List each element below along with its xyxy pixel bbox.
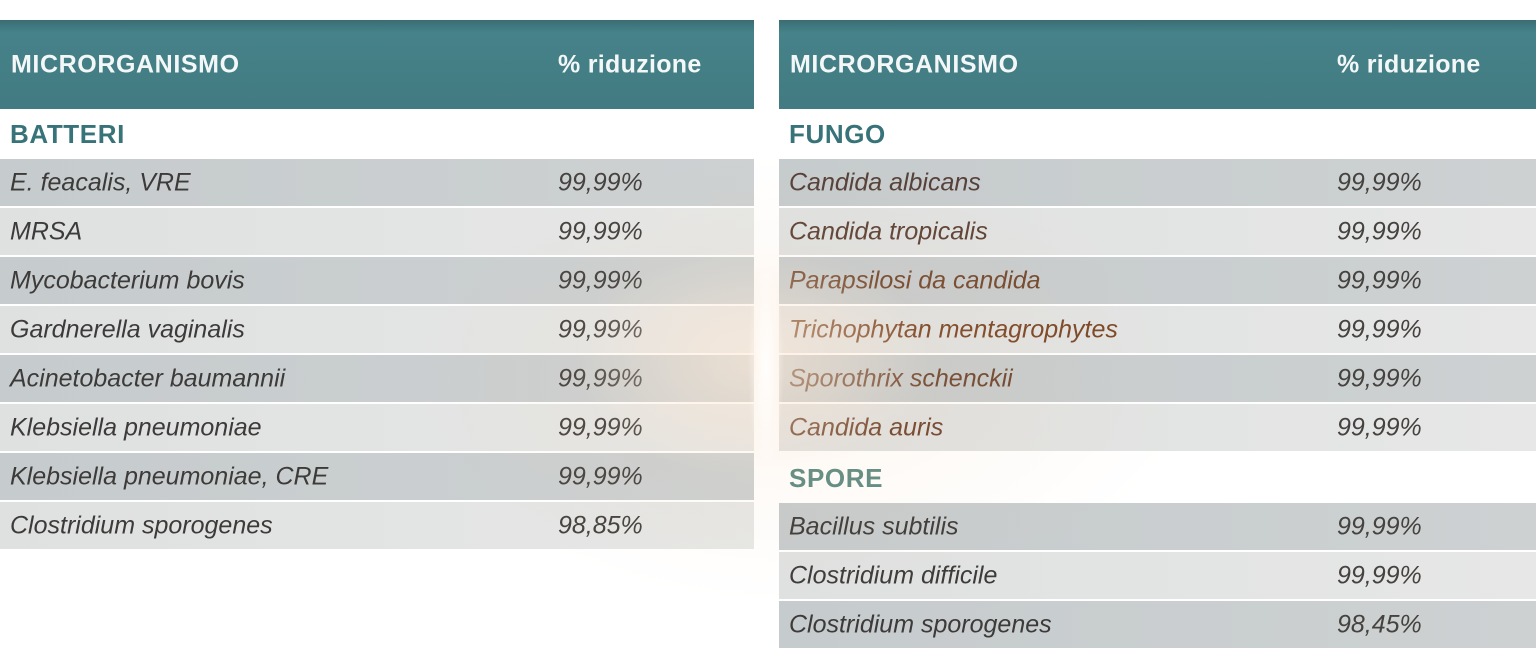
table-row: Clostridium sporogenes 98,45% xyxy=(779,601,1536,648)
table-row: Klebsiella pneumoniae 99,99% xyxy=(0,404,754,451)
organism-name: Candida auris xyxy=(789,413,944,441)
table-row: Parapsilosi da candida 99,99% xyxy=(779,257,1536,304)
reduction-value: 98,45% xyxy=(1337,610,1422,638)
section-label-spore: SPORE xyxy=(779,453,1536,503)
table-row: Gardnerella vaginalis 99,99% xyxy=(0,306,754,353)
reduction-value: 99,99% xyxy=(1337,217,1422,245)
reduction-value: 99,99% xyxy=(558,462,643,490)
organism-name: MRSA xyxy=(10,217,83,245)
table-row: Clostridium sporogenes 98,85% xyxy=(0,502,754,549)
table-header: MICRORGANISMO % riduzione xyxy=(0,20,754,109)
organism-name: Clostridium sporogenes xyxy=(789,610,1052,638)
table-row: Candida tropicalis 99,99% xyxy=(779,208,1536,255)
table-row: MRSA 99,99% xyxy=(0,208,754,255)
column-header-reduction: % riduzione xyxy=(1337,50,1481,78)
reduction-value: 99,99% xyxy=(1337,364,1422,392)
reduction-value: 99,99% xyxy=(1337,168,1422,196)
reduction-value: 99,99% xyxy=(1337,315,1422,343)
reduction-value: 99,99% xyxy=(1337,413,1422,441)
table-header: MICRORGANISMO % riduzione xyxy=(779,20,1536,109)
reduction-value: 99,99% xyxy=(558,168,643,196)
organism-name: Klebsiella pneumoniae, CRE xyxy=(10,462,329,490)
reduction-value: 99,99% xyxy=(558,315,643,343)
reduction-value: 99,99% xyxy=(558,217,643,245)
organism-name: Parapsilosi da candida xyxy=(789,266,1041,294)
table-row: Klebsiella pneumoniae, CRE 99,99% xyxy=(0,453,754,500)
table-row: Acinetobacter baumannii 99,99% xyxy=(0,355,754,402)
organism-name: Mycobacterium bovis xyxy=(10,266,245,294)
reduction-value: 99,99% xyxy=(558,413,643,441)
table-row: E. feacalis, VRE 99,99% xyxy=(0,159,754,206)
reduction-value: 99,99% xyxy=(1337,512,1422,540)
microorganism-table-right: MICRORGANISMO % riduzione FUNGO Candida … xyxy=(779,20,1536,650)
reduction-value: 98,85% xyxy=(558,511,643,539)
organism-name: Trichophytan mentagrophytes xyxy=(789,315,1118,343)
reduction-value: 99,99% xyxy=(1337,266,1422,294)
reduction-value: 99,99% xyxy=(558,266,643,294)
table-row: Candida auris 99,99% xyxy=(779,404,1536,451)
column-header-organism: MICRORGANISMO xyxy=(11,50,240,78)
column-header-reduction: % riduzione xyxy=(558,50,702,78)
table-row: Sporothrix schenckii 99,99% xyxy=(779,355,1536,402)
organism-name: Clostridium difficile xyxy=(789,561,998,589)
organism-name: Sporothrix schenckii xyxy=(789,364,1013,392)
organism-name: E. feacalis, VRE xyxy=(10,168,191,196)
table-row: Mycobacterium bovis 99,99% xyxy=(0,257,754,304)
organism-name: Candida albicans xyxy=(789,168,981,196)
organism-name: Gardnerella vaginalis xyxy=(10,315,245,343)
reduction-value: 99,99% xyxy=(558,364,643,392)
organism-name: Bacillus subtilis xyxy=(789,512,959,540)
organism-name: Candida tropicalis xyxy=(789,217,988,245)
section-label-fungo: FUNGO xyxy=(779,109,1536,159)
table-row: Clostridium difficile 99,99% xyxy=(779,552,1536,599)
table-row: Trichophytan mentagrophytes 99,99% xyxy=(779,306,1536,353)
organism-name: Klebsiella pneumoniae xyxy=(10,413,262,441)
table-row: Bacillus subtilis 99,99% xyxy=(779,503,1536,550)
organism-name: Acinetobacter baumannii xyxy=(10,364,286,392)
section-label-batteri: BATTERI xyxy=(0,109,754,159)
column-header-organism: MICRORGANISMO xyxy=(790,50,1019,78)
reduction-value: 99,99% xyxy=(1337,561,1422,589)
microorganism-table-left: MICRORGANISMO % riduzione BATTERI E. fea… xyxy=(0,20,754,551)
organism-name: Clostridium sporogenes xyxy=(10,511,273,539)
table-row: Candida albicans 99,99% xyxy=(779,159,1536,206)
